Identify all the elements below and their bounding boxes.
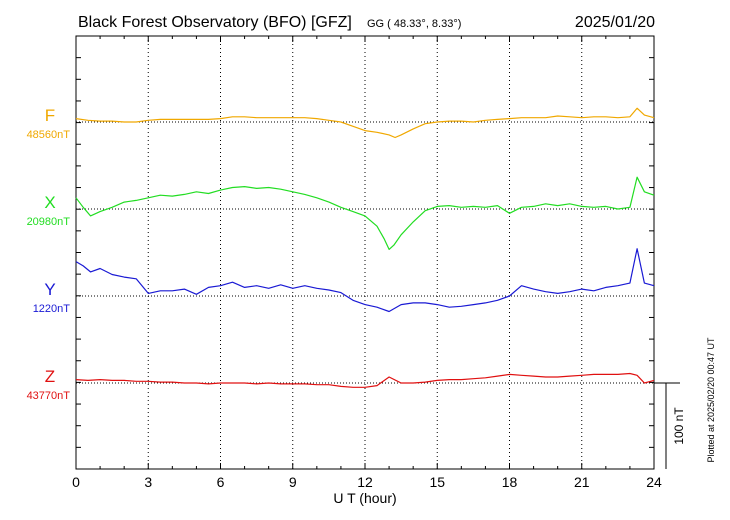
chart-title: Black Forest Observatory (BFO) [GFZ] xyxy=(78,14,352,31)
series-line-f xyxy=(75,107,655,139)
series-z: Z 43770nT xyxy=(27,367,655,402)
x-tick-label: 21 xyxy=(574,474,590,490)
series-line-y xyxy=(75,248,655,313)
baseline-label-x: 20980nT xyxy=(27,216,71,228)
x-tick-label: 3 xyxy=(144,474,152,490)
station-coordinates: GG ( 48.33°, 8.33°) xyxy=(367,18,461,30)
x-axis-label: U T (hour) xyxy=(333,490,396,506)
scale-bar: 100 nT xyxy=(654,382,686,469)
x-tick-label: 0 xyxy=(72,474,80,490)
series-line-x xyxy=(75,176,655,250)
series-x: X 20980nT xyxy=(27,176,655,250)
grid-lines xyxy=(147,36,583,469)
plotted-at-note: Plotted at 2025/02/20 00:47 UT xyxy=(706,337,716,463)
x-tick-label: 18 xyxy=(502,474,518,490)
series-name-z: Z xyxy=(45,367,55,386)
scale-bar-label: 100 nT xyxy=(672,407,686,445)
baseline-label-y: 1220nT xyxy=(33,303,71,315)
x-tick-labels: 0 3 6 9 12 15 18 21 24 xyxy=(72,474,662,490)
series-f: F 48560nT xyxy=(27,106,655,141)
series-layer: F 48560nT X 20980nT Y 1220nT Z 43770nT xyxy=(27,106,655,402)
baseline-label-z: 43770nT xyxy=(27,390,71,402)
x-tick-label: 9 xyxy=(289,474,297,490)
chart-date: 2025/01/20 xyxy=(575,14,655,31)
series-name-f: F xyxy=(45,106,55,125)
series-line-z xyxy=(75,372,655,388)
baseline-label-f: 48560nT xyxy=(27,129,71,141)
x-tick-label: 6 xyxy=(217,474,225,490)
series-y: Y 1220nT xyxy=(33,248,655,315)
x-tick-label: 12 xyxy=(357,474,373,490)
series-name-y: Y xyxy=(44,280,55,299)
x-tick-label: 24 xyxy=(646,474,662,490)
x-tick-label: 15 xyxy=(429,474,445,490)
series-name-x: X xyxy=(44,193,55,212)
